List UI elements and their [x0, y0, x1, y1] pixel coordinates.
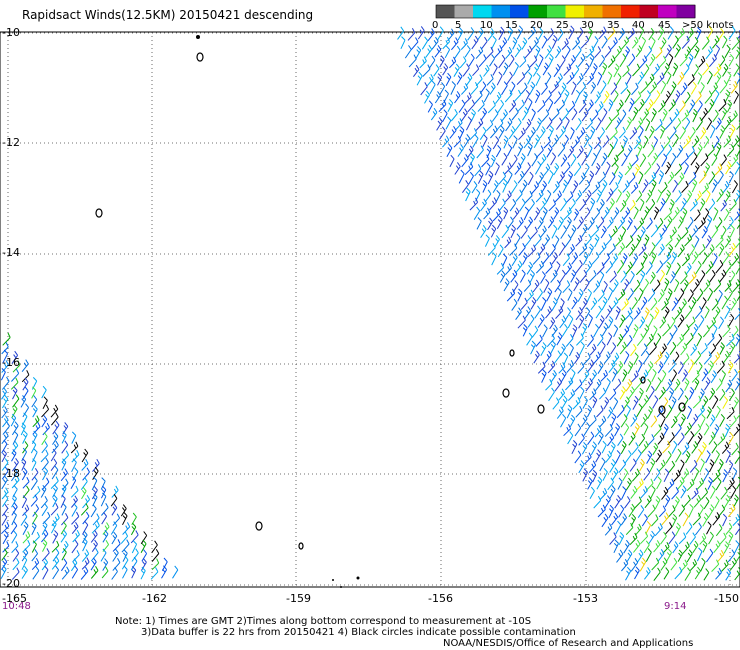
scale-swatch	[565, 5, 585, 18]
scale-swatch	[584, 5, 603, 18]
island-outline	[95, 208, 103, 218]
scale-tick-label: 10	[480, 20, 493, 31]
island-outline	[298, 542, 304, 550]
scale-swatch	[491, 5, 511, 18]
scale-swatch	[473, 5, 492, 18]
lon-label-159w: -159	[286, 592, 311, 605]
scale-swatch	[547, 5, 566, 18]
scale-swatch	[454, 5, 474, 18]
lat-label-12s: -12	[2, 136, 20, 149]
map-title: Rapidsact Winds(12.5KM) 20150421 descend…	[22, 8, 314, 22]
scale-tick-label: 20	[530, 20, 543, 31]
scale-swatch	[528, 5, 548, 18]
map-frame	[0, 31, 740, 588]
island-outline	[658, 405, 666, 415]
wind-speed-color-scale	[435, 4, 696, 19]
lat-label-16s: -16	[2, 356, 20, 369]
island-outline	[196, 52, 204, 62]
scale-tick-label: 15	[505, 20, 518, 31]
scale-swatch	[436, 5, 455, 18]
scale-tick-label: >50 knots	[682, 20, 734, 31]
island-outline	[640, 376, 646, 384]
scale-tick-label: 30	[581, 20, 594, 31]
island-outline	[678, 402, 686, 412]
lat-label-10s: -10	[2, 26, 20, 39]
scale-swatch	[621, 5, 640, 18]
scale-tick-label: 40	[632, 20, 645, 31]
lat-lon-grid	[0, 32, 740, 587]
lat-label-20s: -20	[2, 577, 20, 590]
lon-label-156w: -156	[428, 592, 453, 605]
lon-label-165w: -165	[2, 592, 27, 605]
island-outline	[502, 388, 510, 398]
island-outline	[537, 404, 545, 414]
scale-swatch	[676, 5, 696, 18]
note-line-3: NOAA/NESDIS/Office of Research and Appli…	[443, 638, 694, 649]
scale-swatch	[658, 5, 677, 18]
time-label-left: 10:48	[2, 601, 31, 612]
lat-label-18s: -18	[2, 467, 20, 480]
scale-tick-label: 5	[455, 20, 462, 31]
note-line-1: Note: 1) Times are GMT 2)Times along bot…	[115, 616, 532, 627]
island-outline	[255, 521, 263, 531]
wind-barbs	[0, 25, 740, 582]
scale-tick-label: 25	[556, 20, 569, 31]
scale-swatch	[639, 5, 659, 18]
scale-tick-label: 45	[658, 20, 671, 31]
lon-label-153w: -153	[573, 592, 598, 605]
lat-label-14s: -14	[2, 246, 20, 259]
scale-tick-label: 35	[607, 20, 620, 31]
island-outlines	[95, 35, 686, 588]
scale-tick-label: 0	[432, 20, 439, 31]
island-outline	[509, 349, 515, 357]
time-label-right: 9:14	[664, 601, 687, 612]
lon-label-150w: -150	[714, 592, 739, 605]
scale-swatch	[510, 5, 529, 18]
scale-swatch	[602, 5, 622, 18]
lon-label-162w: -162	[142, 592, 167, 605]
note-line-2: 3)Data buffer is 22 hrs from 20150421 4)…	[141, 627, 576, 638]
